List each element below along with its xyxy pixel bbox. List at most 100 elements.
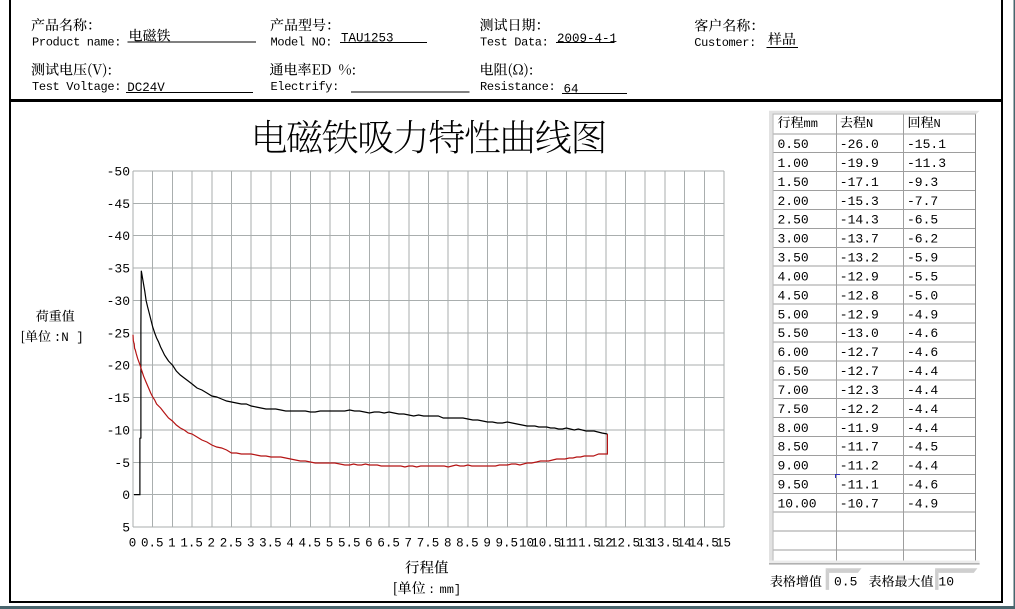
svg-text:15: 15	[716, 537, 731, 551]
svg-text:7.00: 7.00	[778, 383, 809, 398]
svg-text:0.5: 0.5	[141, 537, 164, 551]
svg-text:-11.9: -11.9	[840, 421, 879, 436]
svg-text:7.5: 7.5	[417, 537, 440, 551]
svg-text:-40: -40	[107, 229, 130, 244]
svg-text:-6.5: -6.5	[907, 213, 938, 228]
svg-text:8.50: 8.50	[778, 440, 809, 455]
svg-text:-11.7: -11.7	[840, 440, 879, 455]
svg-text:-4.4: -4.4	[907, 402, 938, 417]
svg-text:1.50: 1.50	[778, 175, 809, 190]
svg-text:-4.4: -4.4	[907, 383, 938, 398]
svg-text:2: 2	[208, 537, 216, 551]
svg-text:6: 6	[365, 537, 373, 551]
svg-text:-12.2: -12.2	[840, 402, 879, 417]
svg-text:9.50: 9.50	[778, 478, 809, 493]
svg-text:N: N	[934, 117, 941, 131]
svg-text:-5.9: -5.9	[907, 251, 938, 266]
svg-text:10.00: 10.00	[778, 497, 817, 512]
svg-text:-25: -25	[107, 326, 130, 341]
svg-text:-12.7: -12.7	[840, 364, 879, 379]
svg-text:0: 0	[122, 488, 130, 503]
svg-text:4.50: 4.50	[778, 288, 809, 303]
svg-text:12: 12	[598, 537, 613, 551]
svg-text:DC24V: DC24V	[127, 81, 165, 95]
svg-text:2.50: 2.50	[778, 213, 809, 228]
svg-text:-10.7: -10.7	[840, 497, 879, 512]
svg-text:2.5: 2.5	[220, 537, 243, 551]
svg-text:5.50: 5.50	[778, 326, 809, 341]
svg-text:-12.9: -12.9	[840, 270, 879, 285]
svg-text:-12.3: -12.3	[840, 383, 879, 398]
svg-text:-4.6: -4.6	[907, 326, 938, 341]
svg-text:1: 1	[168, 537, 176, 551]
svg-text:10: 10	[519, 537, 534, 551]
svg-text:1.5: 1.5	[180, 537, 203, 551]
svg-text:-7.7: -7.7	[907, 194, 938, 209]
svg-text:11.5: 11.5	[571, 537, 601, 551]
svg-text:8.00: 8.00	[778, 421, 809, 436]
svg-text:13: 13	[637, 537, 652, 551]
svg-text:-5.5: -5.5	[907, 270, 938, 285]
svg-text:5: 5	[326, 537, 334, 551]
svg-text:-13.7: -13.7	[840, 232, 879, 247]
svg-text:TAU1253: TAU1253	[341, 32, 394, 46]
svg-text:Resistance:: Resistance:	[480, 80, 555, 94]
svg-text:-30: -30	[107, 294, 130, 309]
svg-text:-4.4: -4.4	[907, 421, 938, 436]
svg-text:N: N	[866, 117, 873, 131]
svg-text:Electrify:: Electrify:	[271, 80, 340, 94]
svg-text:-11.1: -11.1	[840, 478, 879, 493]
svg-text:6.00: 6.00	[778, 345, 809, 360]
svg-text:-14.3: -14.3	[840, 213, 879, 228]
svg-text:7.50: 7.50	[778, 402, 809, 417]
svg-text:0.5: 0.5	[834, 575, 857, 590]
svg-text:0.50: 0.50	[778, 137, 809, 152]
svg-text:-35: -35	[107, 262, 130, 277]
svg-text:-4.9: -4.9	[907, 497, 938, 512]
svg-text:-50: -50	[107, 165, 130, 180]
svg-text:-9.3: -9.3	[907, 175, 938, 190]
svg-text:mm]: mm]	[440, 583, 462, 597]
svg-text:6.50: 6.50	[778, 364, 809, 379]
svg-text:10.5: 10.5	[531, 537, 561, 551]
svg-text:2009-4-1: 2009-4-1	[557, 32, 617, 46]
svg-text:-17.1: -17.1	[840, 175, 879, 190]
svg-text:-12.7: -12.7	[840, 345, 879, 360]
svg-text:Test Data:: Test Data:	[480, 36, 549, 50]
svg-text:1.00: 1.00	[778, 156, 809, 171]
svg-text:-4.9: -4.9	[907, 307, 938, 322]
svg-text:4.5: 4.5	[299, 537, 322, 551]
svg-text:Model NO:: Model NO:	[271, 36, 333, 50]
svg-text:-11.2: -11.2	[840, 459, 879, 474]
svg-text:Product name:: Product name:	[32, 36, 121, 50]
svg-text:13.5: 13.5	[649, 537, 679, 551]
svg-text:5.5: 5.5	[338, 537, 361, 551]
svg-text:11: 11	[558, 537, 573, 551]
svg-text:-11.3: -11.3	[907, 156, 946, 171]
svg-text:-15.1: -15.1	[907, 137, 946, 152]
svg-text:-26.0: -26.0	[840, 137, 879, 152]
svg-text:-4.4: -4.4	[907, 459, 938, 474]
svg-text:14.5: 14.5	[689, 537, 719, 551]
svg-text:-4.6: -4.6	[907, 345, 938, 360]
svg-text:14: 14	[677, 537, 692, 551]
svg-text:-4.6: -4.6	[907, 478, 938, 493]
svg-text:7: 7	[405, 537, 413, 551]
svg-text:-5: -5	[114, 456, 130, 471]
svg-text:2.00: 2.00	[778, 194, 809, 209]
svg-text:5.00: 5.00	[778, 307, 809, 322]
svg-text:-4.5: -4.5	[907, 440, 938, 455]
svg-text:8.5: 8.5	[456, 537, 479, 551]
svg-text:3.5: 3.5	[259, 537, 282, 551]
svg-text:3.50: 3.50	[778, 251, 809, 266]
svg-text:8: 8	[444, 537, 452, 551]
svg-text:-20: -20	[107, 359, 130, 374]
svg-text:10: 10	[938, 575, 954, 590]
svg-text:9.00: 9.00	[778, 459, 809, 474]
svg-text:-19.9: -19.9	[840, 156, 879, 171]
svg-text:3: 3	[247, 537, 255, 551]
svg-text:3.00: 3.00	[778, 232, 809, 247]
svg-text:-5.0: -5.0	[907, 288, 938, 303]
svg-text:-6.2: -6.2	[907, 232, 938, 247]
svg-text:12.5: 12.5	[610, 537, 640, 551]
